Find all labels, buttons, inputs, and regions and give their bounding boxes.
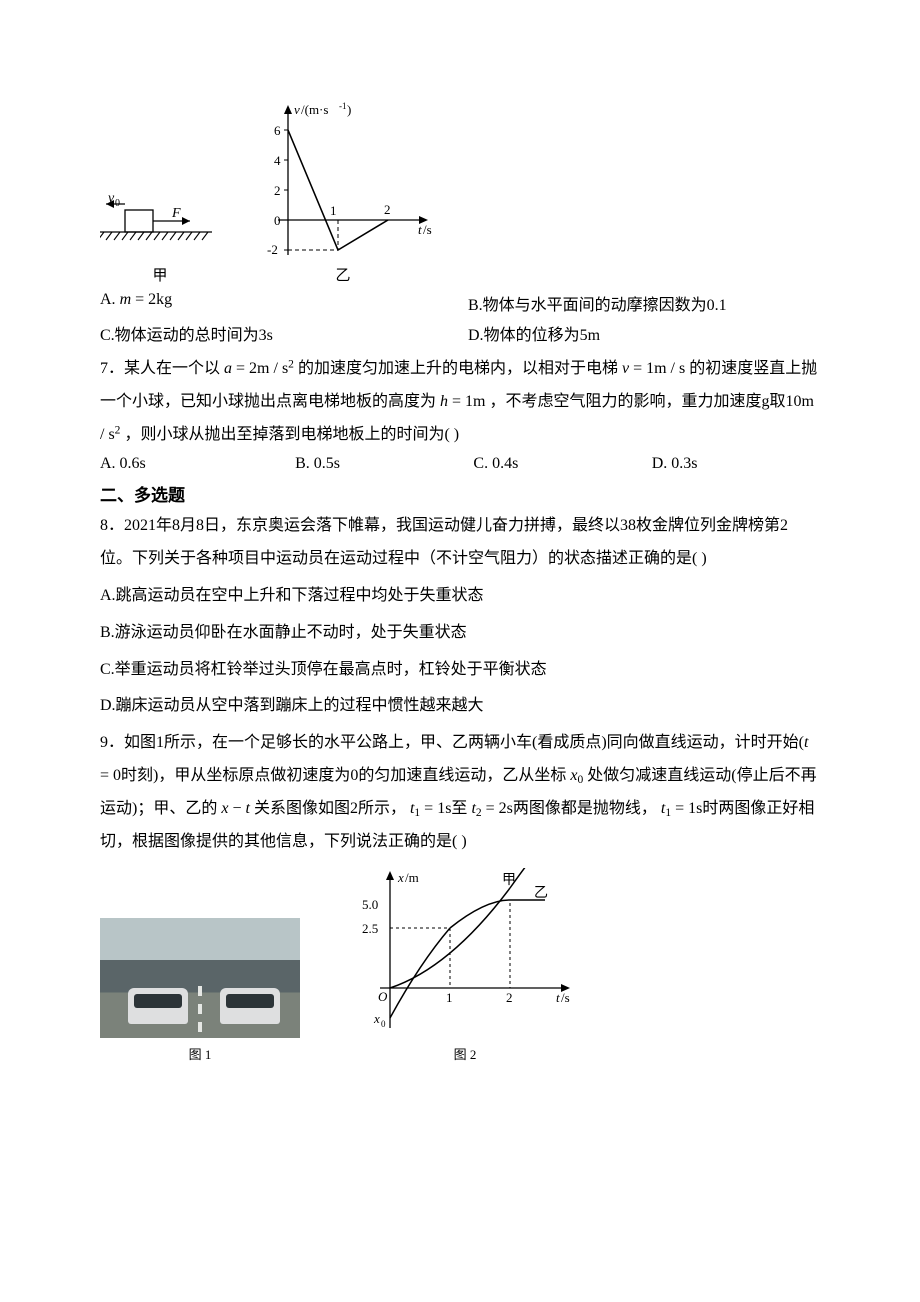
svg-text:F: F (171, 206, 181, 221)
q8-opt-a: A.跳高运动员在空中上升和下落过程中均处于失重状态 (100, 580, 820, 613)
svg-text:4: 4 (274, 153, 281, 168)
svg-text:v: v (108, 191, 115, 206)
svg-text:/m: /m (405, 870, 419, 885)
svg-text:甲: 甲 (502, 873, 516, 888)
q9-t4: 关系图像如图2所示， (254, 800, 406, 817)
q9-t6: 两图像都是抛物线， (513, 800, 657, 817)
q6-opt-d: D.物体的位移为5m (468, 321, 820, 345)
q9-num: 9． (100, 734, 124, 751)
svg-text:v: v (294, 102, 300, 117)
svg-text:t: t (418, 222, 422, 237)
q7-opt-d: D. 0.3s (652, 455, 820, 473)
svg-text:0: 0 (115, 198, 120, 209)
svg-text:-2: -2 (267, 242, 278, 257)
q7-t1: 某人在一个以 (124, 360, 220, 377)
q9-xt-graph: x /m t /s 5.0 2.5 O 1 2 x 0 (350, 868, 580, 1038)
svg-text:O: O (378, 989, 388, 1004)
svg-text:2: 2 (506, 990, 513, 1005)
svg-text:/s: /s (423, 222, 432, 237)
svg-text:x: x (397, 870, 404, 885)
q9-fig2-caption: 图 2 (454, 1044, 477, 1063)
svg-text:1: 1 (446, 990, 453, 1005)
q9-t5: 至 (451, 800, 467, 817)
q7-opt-b: B. 0.5s (295, 455, 463, 473)
q6-opt-a: A. m = 2kg (100, 291, 452, 315)
svg-text:/(m·s: /(m·s (301, 102, 328, 117)
svg-text:): ) (347, 102, 351, 117)
q6-velocity-graph: 6 4 2 0 -2 1 2 v /(m·s -1 ) t /s (248, 100, 438, 260)
q8-num: 8． (100, 517, 124, 534)
svg-text:2.5: 2.5 (362, 921, 378, 936)
q8-opt-b: B.游泳运动员仰卧在水面静止不动时，处于失重状态 (100, 617, 820, 650)
q6-fig-yi: 6 4 2 0 -2 1 2 v /(m·s -1 ) t /s (248, 100, 438, 285)
q6-figures: v 0 F 甲 6 4 (100, 100, 820, 285)
svg-text:t: t (556, 990, 560, 1005)
svg-text:-1: -1 (339, 101, 347, 111)
q9-figures: 图 1 x /m t /s 5. (100, 868, 820, 1063)
q6-options: A. m = 2kg B.物体与水平面间的动摩擦因数为0.1 C.物体运动的总时… (100, 291, 820, 345)
q9-fig1-caption: 图 1 (189, 1044, 212, 1063)
q7-t4: ，不考虑空气阻力的影响，重力加速度g取 (489, 393, 785, 410)
q7-opt-a: A. 0.6s (100, 455, 285, 473)
svg-text:乙: 乙 (534, 885, 548, 901)
svg-text:x: x (373, 1011, 380, 1026)
q9-t2: 时刻)，甲从坐标原点做初速度为0的匀加速直线运动，乙从坐标 (121, 767, 566, 784)
q8-text: 2021年8月8日，东京奥运会落下帷幕，我国运动健儿奋力拼搏，最终以38枚金牌位… (100, 517, 788, 567)
q8: 8．2021年8月8日，东京奥运会落下帷幕，我国运动健儿奋力拼搏，最终以38枚金… (100, 510, 820, 576)
q8-options: A.跳高运动员在空中上升和下落过程中均处于失重状态 B.游泳运动员仰卧在水面静止… (100, 580, 820, 723)
q7-t2: 的加速度匀加速上升的电梯内，以相对于电梯 (298, 360, 618, 377)
svg-text:2: 2 (274, 183, 281, 198)
q9: 9．如图1所示，在一个足够长的水平公路上，甲、乙两辆小车(看成质点)同向做直线运… (100, 727, 820, 858)
q9-photo (100, 918, 300, 1038)
svg-text:2: 2 (384, 202, 391, 217)
section-2-title: 二、多选题 (100, 481, 820, 506)
q9-t1: 如图1所示，在一个足够长的水平公路上，甲、乙两辆小车(看成质点)同向做直线运动，… (124, 734, 804, 751)
q7: 7．某人在一个以 a = 2m / s2 的加速度匀加速上升的电梯内，以相对于电… (100, 353, 820, 451)
svg-text:0: 0 (274, 213, 281, 228)
q6-fig-yi-caption: 乙 (335, 264, 350, 285)
svg-text:6: 6 (274, 123, 281, 138)
svg-text:/s: /s (561, 990, 570, 1005)
q8-opt-c: C.举重运动员将杠铃举过头顶停在最高点时，杠铃处于平衡状态 (100, 654, 820, 687)
q6-fig-jia-caption: 甲 (152, 264, 167, 285)
q9-fig1: 图 1 (100, 918, 300, 1063)
q6-opt-b-text: 物体与水平面间的动摩擦因数为0.1 (483, 297, 727, 314)
q9-fig2: x /m t /s 5.0 2.5 O 1 2 x 0 (350, 868, 580, 1063)
q6-fig-jia: v 0 F 甲 (100, 190, 220, 285)
q6-diagram-block: v 0 F (100, 190, 220, 260)
svg-text:5.0: 5.0 (362, 897, 378, 912)
q6-opt-c-text: 物体运动的总时间为3s (115, 327, 273, 344)
q7-opt-c: C. 0.4s (473, 455, 641, 473)
q7-num: 7． (100, 360, 124, 377)
q6-opt-b: B.物体与水平面间的动摩擦因数为0.1 (468, 291, 820, 315)
svg-text:0: 0 (381, 1019, 386, 1029)
svg-text:1: 1 (330, 203, 337, 218)
q7-options: A. 0.6s B. 0.5s C. 0.4s D. 0.3s (100, 455, 820, 473)
q8-opt-d: D.蹦床运动员从空中落到蹦床上的过程中惯性越来越大 (100, 690, 820, 723)
q6-opt-d-text: 物体的位移为5m (484, 327, 600, 344)
q7-t5: ，则小球从抛出至掉落到电梯地板上的时间为( ) (124, 426, 459, 443)
q6-opt-c: C.物体运动的总时间为3s (100, 321, 452, 345)
